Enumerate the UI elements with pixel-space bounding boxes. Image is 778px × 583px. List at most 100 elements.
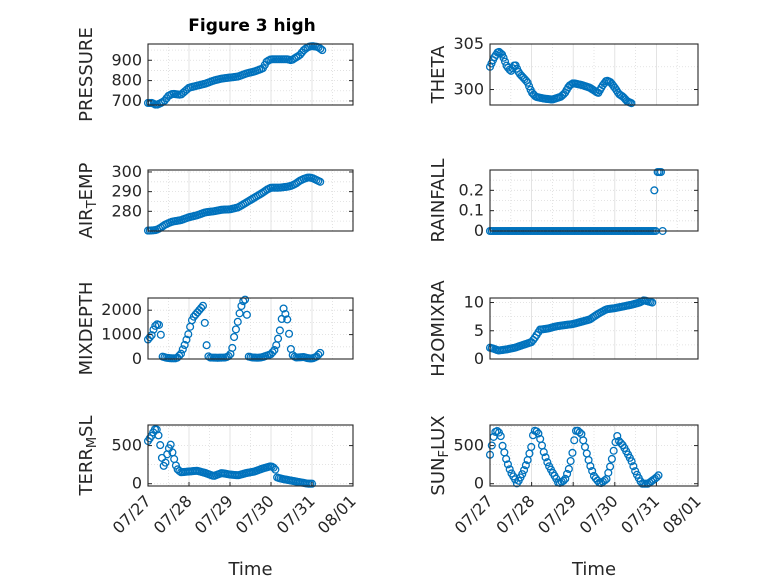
data-point: [176, 349, 186, 358]
data-point: [627, 99, 636, 108]
y-tick-label: 500: [111, 436, 142, 455]
y-tick-label: 280: [111, 201, 142, 220]
data-point: [503, 460, 512, 469]
y-axis-label-main: AIR: [76, 208, 97, 238]
y-axis-label-tail: LUX: [428, 415, 449, 450]
y-axis-label: SUNFLUX: [428, 415, 452, 495]
data-point: [652, 473, 661, 482]
data-point: [532, 427, 541, 436]
data-point: [318, 46, 327, 55]
data-point: [268, 348, 277, 357]
data-point: [520, 466, 529, 475]
y-tick-label: 1000: [101, 325, 142, 344]
data-point: [586, 462, 595, 471]
y-axis-label: RAINFALL: [428, 159, 449, 243]
data-point: [543, 458, 552, 467]
data-point: [541, 453, 550, 462]
y-axis-label-main: SUN: [428, 458, 449, 496]
data-point: [241, 295, 250, 304]
data-point: [235, 309, 244, 318]
y-axis-label-subscript: F: [437, 450, 452, 457]
data-point: [566, 457, 575, 466]
y-tick-label: 305: [453, 34, 484, 53]
x-tick-label: 07/28: [150, 491, 196, 537]
y-axis-label-main: H2OMIXRA: [428, 280, 449, 377]
y-axis-label-main: TERR: [76, 448, 97, 496]
x-tick-label: 07/29: [191, 491, 237, 537]
data-point: [521, 461, 530, 470]
data-point: [648, 298, 657, 307]
data-point: [233, 317, 242, 326]
data-point: [499, 53, 508, 62]
data-point: [534, 429, 543, 438]
data-point: [151, 321, 160, 330]
x-tick-label: 07/30: [232, 491, 278, 537]
y-tick-label: 700: [111, 91, 142, 110]
data-point: [527, 442, 536, 452]
y-axis-label-subscript: M: [85, 437, 100, 448]
data-point: [568, 448, 577, 457]
data-point: [316, 44, 325, 53]
x-tick-label: 07/30: [576, 491, 622, 537]
data-point: [613, 431, 622, 441]
x-tick-label: 07/29: [534, 491, 580, 537]
data-point: [161, 458, 170, 467]
y-tick-label: 5: [474, 321, 484, 340]
data-point: [606, 462, 615, 471]
y-axis-label: MIXDEPTH: [76, 282, 97, 376]
data-point: [166, 440, 175, 449]
x-tick-label: 07/28: [492, 491, 538, 537]
data-point: [505, 465, 514, 474]
x-tick-label: 08/01: [314, 491, 360, 537]
data-point: [316, 177, 325, 186]
data-point: [156, 330, 165, 339]
y-axis-label: PRESSURE: [76, 27, 97, 122]
data-point: [511, 475, 520, 484]
data-point: [202, 341, 211, 350]
y-axis-label-tail: EMP: [76, 162, 97, 200]
axes-box: [147, 169, 354, 232]
data-point: [629, 462, 638, 471]
axes-box: [147, 43, 354, 106]
data-point: [656, 167, 666, 177]
y-tick-label: 800: [111, 71, 142, 90]
data-point: [607, 454, 616, 464]
y-tick-label: 0: [474, 474, 484, 493]
y-tick-label: 500: [453, 436, 484, 455]
y-tick-label: 300: [111, 162, 142, 181]
data-point: [518, 470, 527, 479]
data-point: [242, 310, 251, 319]
y-tick-label: 0.2: [459, 180, 484, 199]
axes-box: [147, 297, 354, 360]
y-tick-label: 0: [132, 349, 142, 368]
y-axis-label-main: PRESSURE: [76, 27, 97, 122]
y-tick-label: 0.1: [459, 201, 484, 220]
y-axis-label-main: THETA: [428, 45, 449, 105]
data-point: [283, 315, 292, 324]
data-point: [559, 476, 568, 485]
data-point: [178, 345, 187, 354]
y-tick-label: 300: [453, 80, 484, 99]
data-point: [650, 186, 659, 195]
data-point: [270, 346, 279, 355]
x-tick-label: 07/27: [109, 491, 155, 537]
data-point: [564, 464, 573, 473]
data-point: [274, 334, 283, 343]
y-axis-label: TERRMSL: [76, 415, 100, 496]
y-tick-label: 0: [474, 349, 484, 368]
figure-title: Figure 3 high: [188, 16, 316, 36]
data-point: [525, 82, 534, 91]
data-point: [197, 303, 206, 313]
data-point: [156, 441, 165, 450]
y-axis-label-main: RAINFALL: [428, 159, 449, 243]
y-axis-label: THETA: [428, 45, 449, 105]
data-point: [314, 350, 323, 359]
data-point: [563, 469, 572, 478]
data-point: [487, 441, 496, 450]
